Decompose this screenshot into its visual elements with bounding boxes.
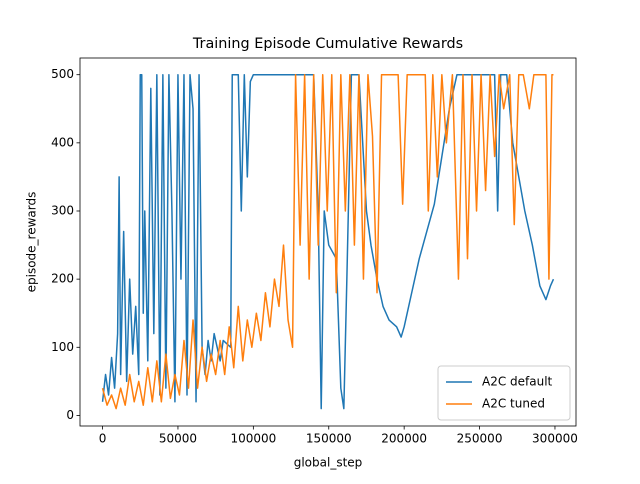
y-axis-label: episode_rewards: [25, 192, 39, 293]
x-tick-label: 100000: [230, 432, 276, 446]
y-tick-label: 0: [66, 408, 74, 422]
y-tick-label: 100: [51, 340, 74, 354]
y-tick-label: 300: [51, 203, 74, 217]
x-tick-label: 150000: [306, 432, 352, 446]
line-series: [101, 73, 555, 410]
x-tick-label: 50000: [159, 432, 197, 446]
y-tick-label: 200: [51, 272, 74, 286]
line-series: [101, 73, 554, 410]
legend-label: A2C default: [482, 375, 553, 389]
x-tick-label: 250000: [457, 432, 503, 446]
legend-box: [437, 365, 571, 421]
chart-title: Training Episode Cumulative Rewards: [192, 36, 463, 52]
x-tick-label: 200000: [381, 432, 427, 446]
x-axis-label: global_step: [294, 456, 363, 470]
legend-label: A2C tuned: [482, 397, 545, 411]
plot-frame: [79, 57, 577, 427]
y-tick-label: 400: [51, 135, 74, 149]
x-tick-label: 300000: [532, 432, 578, 446]
x-tick-label: 0: [99, 432, 107, 446]
y-tick-label: 500: [51, 67, 74, 81]
